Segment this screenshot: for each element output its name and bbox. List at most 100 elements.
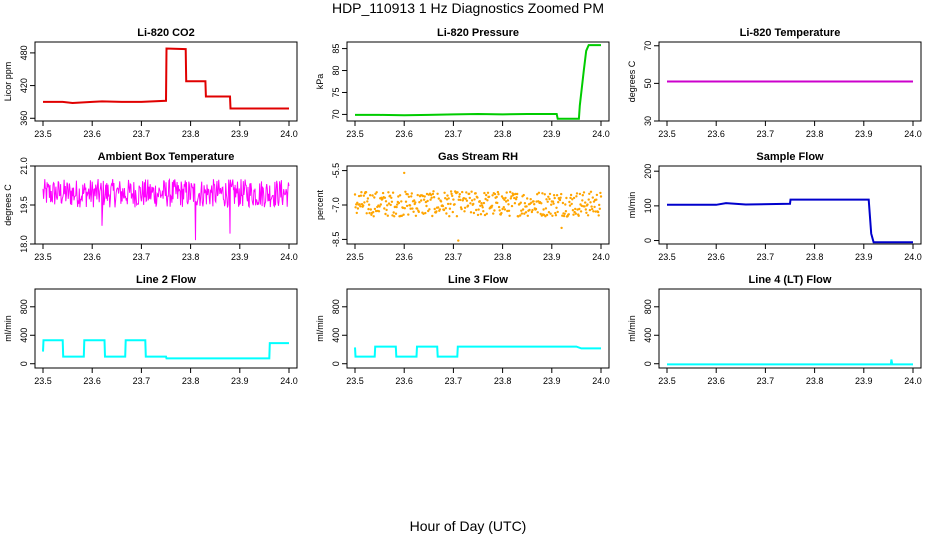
data-point bbox=[545, 198, 548, 201]
y-tick-label: -7.0 bbox=[331, 197, 341, 213]
data-point bbox=[429, 193, 433, 197]
data-point bbox=[397, 195, 400, 198]
data-point bbox=[493, 192, 497, 196]
x-tick-label: 23.8 bbox=[806, 252, 824, 262]
data-point bbox=[389, 203, 392, 207]
data-point bbox=[357, 194, 361, 198]
data-point bbox=[483, 213, 487, 217]
x-tick-label: 23.8 bbox=[182, 252, 200, 262]
data-point bbox=[372, 215, 375, 218]
x-tick-label: 23.5 bbox=[346, 376, 364, 386]
data-point bbox=[496, 190, 500, 194]
y-tick-label: 30 bbox=[643, 116, 653, 126]
data-point bbox=[468, 192, 471, 195]
data-point bbox=[501, 207, 504, 211]
data-point bbox=[432, 190, 435, 193]
y-tick-label: 50 bbox=[643, 78, 653, 88]
data-point bbox=[563, 212, 566, 215]
data-point bbox=[560, 192, 563, 196]
data-point bbox=[523, 202, 527, 205]
data-point bbox=[367, 207, 370, 211]
data-point bbox=[549, 212, 552, 215]
data-point bbox=[353, 193, 357, 196]
data-point bbox=[493, 209, 496, 212]
data-point bbox=[598, 207, 601, 210]
panel-ylabel: degrees C bbox=[627, 60, 637, 102]
data-point bbox=[519, 201, 522, 204]
panel-title: Li-820 Pressure bbox=[437, 27, 519, 39]
data-point bbox=[556, 210, 559, 214]
data-point bbox=[449, 190, 453, 193]
data-point bbox=[569, 196, 572, 200]
data-point bbox=[586, 214, 590, 217]
data-point bbox=[476, 196, 479, 199]
data-point bbox=[397, 201, 401, 205]
panel-title: Line 3 Flow bbox=[448, 274, 508, 286]
data-point bbox=[458, 195, 461, 198]
series-line bbox=[43, 47, 289, 110]
data-point bbox=[422, 212, 425, 215]
data-point bbox=[465, 199, 469, 202]
data-point bbox=[568, 204, 572, 207]
y-tick-label: 21.0 bbox=[19, 157, 29, 175]
data-point bbox=[587, 198, 590, 201]
data-point bbox=[555, 206, 558, 209]
x-tick-label: 23.5 bbox=[658, 129, 676, 139]
x-tick-label: 23.7 bbox=[445, 129, 463, 139]
data-point bbox=[565, 196, 568, 200]
data-point bbox=[529, 198, 532, 201]
data-point bbox=[530, 201, 533, 204]
data-point bbox=[504, 200, 508, 203]
data-point bbox=[554, 211, 557, 215]
data-point bbox=[355, 211, 358, 215]
data-point bbox=[402, 213, 405, 216]
x-tick-label: 23.7 bbox=[445, 376, 463, 386]
data-point bbox=[559, 196, 562, 199]
data-point bbox=[502, 206, 505, 209]
data-point bbox=[571, 209, 575, 212]
data-point bbox=[360, 191, 363, 194]
data-point bbox=[421, 194, 425, 198]
y-tick-label: 70 bbox=[643, 41, 653, 51]
data-point bbox=[466, 204, 470, 207]
panel-title: Ambient Box Temperature bbox=[98, 151, 235, 163]
data-point bbox=[410, 195, 413, 198]
panel-frame bbox=[658, 165, 922, 245]
x-tick-label: 23.9 bbox=[855, 252, 873, 262]
data-point bbox=[540, 202, 543, 205]
data-point bbox=[526, 197, 529, 200]
data-point bbox=[425, 192, 429, 196]
data-point bbox=[405, 204, 409, 208]
x-tick-label: 23.8 bbox=[182, 129, 200, 139]
data-point bbox=[388, 194, 392, 197]
data-point bbox=[547, 195, 550, 198]
data-point bbox=[469, 211, 473, 214]
data-point bbox=[486, 199, 489, 202]
data-point bbox=[584, 208, 587, 211]
data-point bbox=[500, 195, 504, 198]
data-point bbox=[386, 204, 389, 207]
data-point bbox=[404, 200, 408, 203]
y-tick-label: 200 bbox=[643, 164, 653, 179]
data-point bbox=[390, 200, 394, 203]
panel-frame bbox=[346, 288, 610, 369]
data-point bbox=[536, 211, 539, 214]
data-point bbox=[415, 207, 419, 210]
data-point bbox=[373, 207, 377, 211]
data-point bbox=[463, 206, 467, 209]
x-tick-label: 24.0 bbox=[592, 129, 610, 139]
data-point bbox=[383, 196, 387, 199]
y-tick-label: 70 bbox=[331, 109, 341, 119]
x-tick-label: 23.6 bbox=[395, 129, 413, 139]
data-point bbox=[558, 198, 562, 202]
data-point bbox=[588, 208, 592, 212]
data-point bbox=[497, 205, 501, 209]
data-point bbox=[433, 207, 436, 211]
data-point bbox=[359, 194, 363, 197]
y-tick-label: 75 bbox=[331, 87, 341, 97]
data-point bbox=[575, 195, 578, 198]
data-point bbox=[482, 201, 486, 205]
data-point bbox=[409, 207, 412, 210]
data-point bbox=[373, 196, 376, 199]
